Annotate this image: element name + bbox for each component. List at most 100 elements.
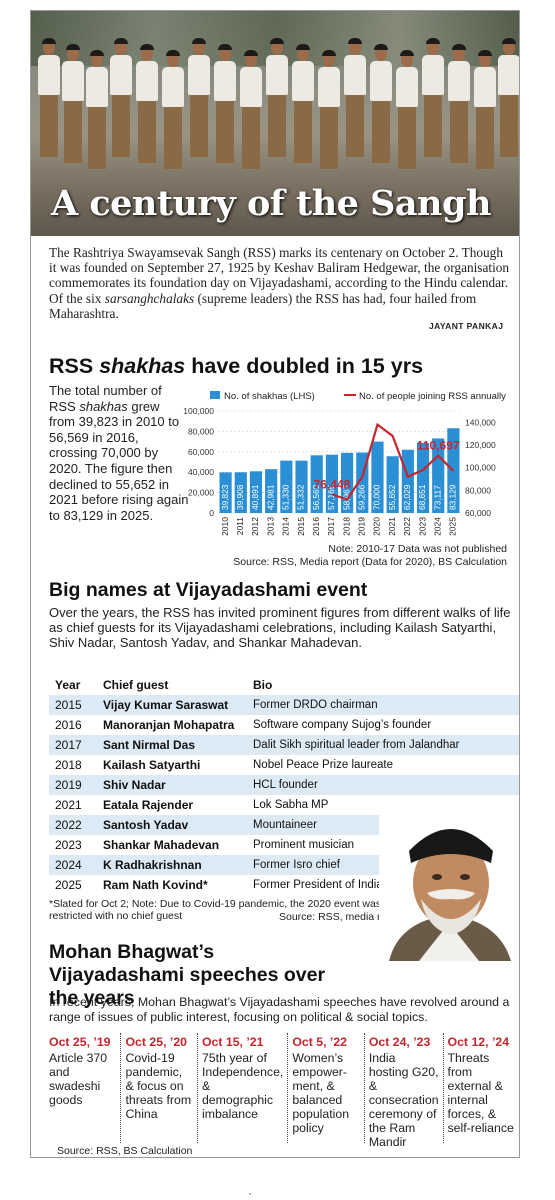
hero-title: A century of the Sangh [51, 183, 491, 224]
bar-value-label: 68,651 [417, 484, 427, 510]
section1-text: The total number of RSS shakhas grew fro… [49, 383, 189, 523]
cell-year: 2024 [49, 855, 97, 875]
table-source: Source: RSS, media reports [279, 911, 410, 923]
col-chief-guest: Chief guest [103, 678, 169, 692]
speech-item: Oct 12, ’24 Threats from external & inter… [442, 1033, 519, 1143]
x-tick-label: 2024 [432, 517, 442, 536]
col-year: Year [55, 678, 81, 692]
page-dot [249, 1193, 251, 1195]
cell-year: 2021 [55, 798, 82, 812]
crowd-person [447, 44, 471, 167]
y-left-tick: 20,000 [188, 488, 214, 498]
x-tick-label: 2013 [265, 517, 275, 536]
speech-topic: Covid-19 pandemic, & focus on threats fr… [125, 1051, 192, 1121]
cell-name: Ram Nath Kovind* [103, 878, 208, 892]
legend-bar-swatch [210, 391, 220, 399]
speech-item: Oct 25, ’20 Covid-19 pandemic, & focus on… [120, 1033, 196, 1143]
y-right-tick: 140,000 [465, 417, 496, 427]
chart-notes: Note: 2010-17 Data was not published Sou… [207, 543, 507, 568]
cell-name: Kailash Satyarthi [103, 758, 201, 772]
bar-value-label: 56,569 [311, 484, 321, 510]
cell-bio: Lok Sabha MP [253, 799, 329, 811]
table-row: 2015 Vijay Kumar Saraswat Former DRDO chai… [49, 695, 519, 715]
col-bio: Bio [253, 678, 273, 692]
crowd-person [135, 44, 159, 167]
shakha-bar [325, 454, 338, 513]
shakha-bar [234, 472, 247, 513]
cell-name: Vijay Kumar Saraswat [97, 695, 247, 715]
section1-title-a: RSS [49, 354, 100, 378]
cell-name: Santosh Yadav [97, 815, 247, 835]
shakha-bar [416, 442, 430, 513]
line-callout: 76,448 [314, 477, 351, 491]
bar-value-label: 51,330 [281, 484, 291, 510]
section1-text-italic: shakhas [79, 398, 128, 414]
section3-title: Mohan Bhagwat’s Vijayadashami speeches o… [49, 941, 326, 1009]
cell-name: Shankar Mahadevan [103, 838, 220, 852]
shakha-bar [249, 471, 263, 513]
speech-date: Oct 5, ’22 [292, 1035, 348, 1049]
cell-year: 2025 [55, 878, 82, 892]
bar-value-label: 40,891 [250, 484, 260, 510]
speech-topic: Article 370 and swadeshi goods [49, 1051, 108, 1107]
shakha-bar [310, 455, 323, 513]
speech-topic: Threats from external & internal forces,… [447, 1051, 514, 1135]
hero-photo: A century of the Sangh [31, 11, 519, 236]
speech-topic: India hosting G20, & consecration ceremo… [368, 1051, 439, 1149]
bar-value-label: 58,967 [341, 484, 351, 510]
speech-date: Oct 12, ’24 [447, 1035, 510, 1049]
cell-year: 2018 [55, 758, 82, 772]
cell-year: 2016 [55, 718, 82, 732]
table-row: 2021 Eatala Rajender Lok Sabha MP [49, 795, 519, 815]
speech-date: Oct 24, ’23 [368, 1035, 431, 1049]
crowd-person [61, 44, 85, 167]
intro-italic: sarsanghchalaks [104, 290, 195, 306]
x-tick-label: 2019 [357, 517, 367, 536]
shakha-bar [265, 469, 278, 513]
crowd-person [109, 38, 133, 161]
credit: JAYANT PANKAJ [429, 321, 504, 331]
shakha-bar [295, 460, 308, 513]
table-row: 2018 Kailash Satyarthi Nobel Peace Prize l… [49, 755, 519, 775]
table-header-row: Year Chief guest Bio [49, 675, 519, 695]
x-tick-label: 2015 [296, 517, 306, 536]
section3-source: Source: RSS, BS Calculation [57, 1145, 193, 1157]
y-right-tick: 100,000 [465, 463, 496, 473]
y-right-tick: 80,000 [465, 485, 491, 495]
crowd-person [343, 38, 367, 161]
bar-value-label: 62,029 [402, 484, 412, 510]
crowd-person [369, 44, 393, 167]
bar-value-label: 59,266 [356, 484, 366, 510]
speech-date: Oct 25, ’20 [125, 1035, 188, 1049]
crowd-person [317, 50, 341, 173]
line-callout: 110,697 [417, 439, 460, 453]
x-tick-label: 2016 [311, 517, 321, 536]
cell-year: 2017 [49, 735, 97, 755]
x-tick-label: 2025 [448, 517, 458, 536]
bar-value-label: 57,165 [326, 484, 336, 510]
intro-part2: (supreme leaders) the RSS has had, four … [49, 290, 477, 321]
crowd-person [187, 38, 211, 161]
crowd-person [239, 50, 263, 173]
chart-source: Source: RSS, Media report (Data for 2020… [233, 555, 507, 568]
crowd-person [37, 38, 61, 161]
x-tick-label: 2020 [372, 517, 382, 536]
table-row: 2016 Manoranjan Mohapatra Software company… [49, 715, 519, 735]
intro-part1: The Rashtriya Swayamsevak Sangh (RSS) ma… [49, 245, 510, 306]
x-tick-label: 2021 [387, 517, 397, 536]
crowd-person [497, 38, 519, 161]
cell-bio: Prominent musician [253, 839, 354, 851]
cell-name: Sant Nirmal Das [97, 735, 247, 755]
y-left-tick: 40,000 [188, 467, 214, 477]
shakha-bar [386, 456, 399, 513]
speech-topic: Women’s empower-ment, & balanced populat… [292, 1051, 350, 1135]
cell-year: 2015 [49, 695, 97, 715]
cell-bio: HCL founder [247, 775, 519, 795]
portrait-image [379, 811, 519, 961]
cell-bio: Nobel Peace Prize laureate [253, 759, 393, 771]
cell-name: Eatala Rajender [103, 798, 194, 812]
bar-value-label: 39,908 [235, 484, 245, 510]
legend-line-label: No. of people joining RSS annually (RHS) [359, 391, 506, 402]
cell-bio: Software company Sujog’s founder [253, 719, 432, 731]
x-tick-label: 2014 [281, 517, 291, 536]
